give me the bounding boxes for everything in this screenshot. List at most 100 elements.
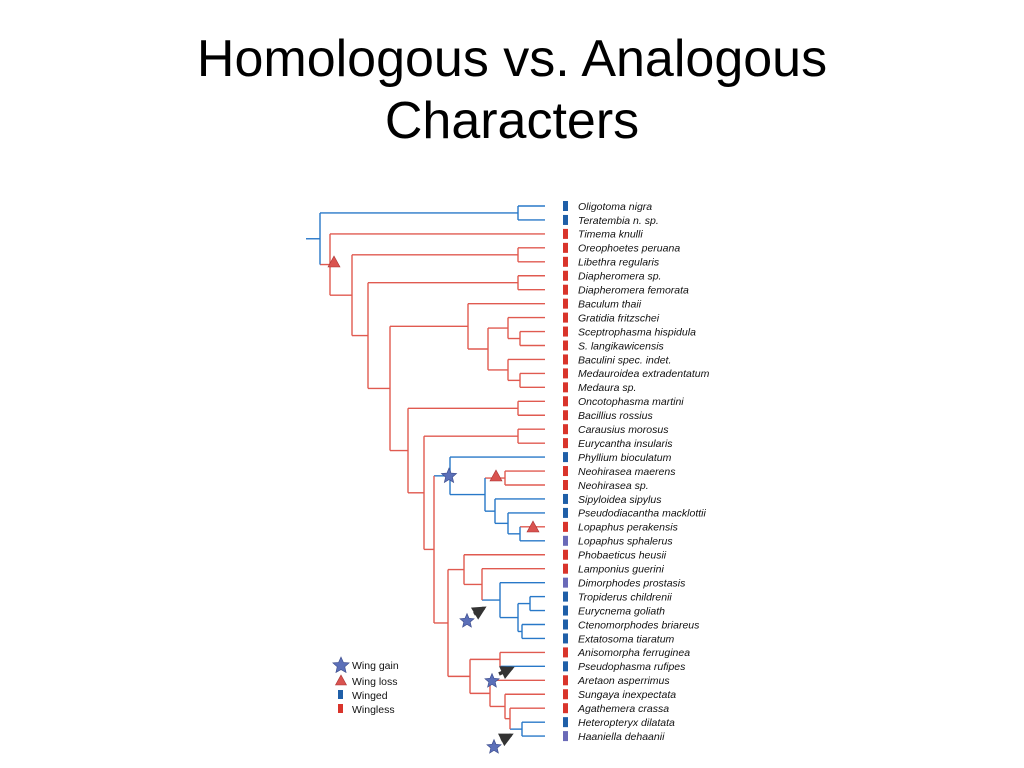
state-box [563, 549, 568, 560]
star-icon [484, 672, 500, 688]
arrowhead-icon [498, 733, 514, 747]
taxon-label: Pseudodiacantha macklottii [578, 508, 706, 520]
taxon-label: Neohirasea sp. [578, 480, 649, 492]
star-icon [332, 656, 350, 674]
state-box [563, 228, 568, 239]
taxon-label: Sipyloidea sipylus [578, 494, 662, 506]
taxon-label: Extatosoma tiaratum [578, 633, 675, 645]
state-box [563, 661, 568, 672]
taxon-label: Medauroidea extradentatum [578, 368, 710, 380]
title-line-2: Characters [384, 92, 640, 150]
legend-wing-gain: Wing gain [332, 656, 399, 674]
state-box [563, 466, 568, 477]
state-box [563, 368, 568, 379]
state-box [563, 214, 568, 225]
taxon-label: Timema knulli [578, 229, 643, 241]
legend-winged-label: Winged [352, 690, 388, 702]
triangle-icon [526, 520, 540, 533]
taxon-label: Gratidia fritzschei [578, 312, 660, 324]
taxon-label: Baculini spec. indet. [578, 354, 671, 366]
state-box [563, 312, 568, 323]
state-box [563, 591, 568, 602]
taxon-label: Phobaeticus heusii [578, 550, 667, 562]
taxon-label: Diapheromera femorata [578, 285, 689, 297]
slide-title: Homologous vs. Analogous Characters [0, 28, 1024, 152]
taxon-label: Tropiderus childrenii [578, 591, 672, 603]
taxon-label: Medaura sp. [578, 382, 636, 394]
taxon-label: Oreophoetes peruana [578, 243, 680, 255]
state-box [563, 452, 568, 463]
legend-wing-loss: Wing loss [334, 674, 398, 688]
taxon-label: S. langikawicensis [578, 340, 665, 352]
state-box [563, 605, 568, 616]
taxon-label: Baculum thaii [578, 298, 642, 310]
legend-wingless-label: Wingless [352, 704, 395, 716]
state-box [563, 410, 568, 421]
state-box [563, 619, 568, 630]
taxon-label: Eurycnema goliath [578, 605, 665, 617]
arrowhead-icon [470, 606, 487, 620]
state-box [563, 521, 568, 532]
taxon-label: Eurycantha insularis [578, 438, 673, 450]
taxon-label: Neohirasea maerens [578, 466, 676, 478]
taxon-label: Heteropteryx dilatata [578, 717, 675, 729]
triangle-icon [334, 674, 348, 686]
state-box [563, 535, 568, 546]
state-box [563, 675, 568, 686]
taxon-label: Ctenomorphodes briareus [578, 619, 700, 631]
state-box [563, 382, 568, 393]
state-box [563, 438, 568, 449]
legend-gain-label: Wing gain [352, 660, 399, 672]
state-box [563, 242, 568, 253]
triangle-icon [489, 469, 503, 482]
triangle-icon [327, 255, 341, 268]
taxon-label: Lopaphus sphalerus [578, 536, 673, 548]
taxon-label: Dimorphodes prostasis [578, 577, 686, 589]
taxon-label: Pseudophasma rufipes [578, 661, 686, 673]
state-box [563, 647, 568, 658]
legend-loss-label: Wing loss [352, 676, 398, 688]
taxon-label: Aretaon asperrimus [577, 675, 670, 687]
state-box [563, 507, 568, 518]
taxon-label: Anisomorpha ferruginea [577, 647, 690, 659]
state-box [563, 201, 568, 211]
taxon-label: Sceptrophasma hispidula [578, 326, 696, 338]
state-box [563, 480, 568, 490]
taxon-label: Haaniella dehaanii [578, 731, 665, 743]
state-box [563, 717, 568, 728]
taxon-label: Phyllium bioculatum [578, 452, 672, 464]
state-box [563, 396, 568, 407]
state-box [563, 256, 568, 267]
state-box [563, 689, 568, 700]
state-box [563, 284, 568, 295]
star-icon [486, 738, 502, 754]
tip-labels: Oligotoma nigra Teratembia n. sp. Timema k… [563, 201, 710, 743]
legend: Wing gain Wing loss Winged Wingless [332, 656, 399, 716]
arrowhead-icon [499, 666, 515, 679]
taxon-label: Lamponius guerini [578, 564, 664, 576]
title-line-1: Homologous vs. Analogous [196, 30, 828, 88]
wingless-box-icon [338, 704, 343, 713]
state-box [563, 424, 568, 435]
taxon-label: Bacillius rossius [578, 410, 653, 422]
state-box [563, 563, 568, 574]
legend-winged: Winged [338, 690, 388, 702]
state-box [563, 270, 568, 281]
taxon-label: Agathemera crassa [577, 703, 669, 715]
taxon-label: Oligotoma nigra [578, 201, 652, 213]
star-icon [459, 612, 475, 628]
legend-wingless: Wingless [338, 704, 395, 716]
state-box [563, 354, 568, 365]
winged-box-icon [338, 690, 343, 699]
taxon-label: Sungaya inexpectata [578, 689, 676, 701]
state-box [563, 633, 568, 644]
taxon-label: Carausius morosus [578, 424, 669, 436]
state-box [563, 326, 568, 337]
tree-markers [327, 255, 540, 754]
state-box [563, 703, 568, 714]
star-icon [440, 467, 458, 484]
taxon-label: Lopaphus perakensis [578, 522, 679, 534]
taxon-label: Oncotophasma martini [578, 396, 684, 408]
state-box [563, 577, 568, 588]
state-box [563, 340, 568, 351]
